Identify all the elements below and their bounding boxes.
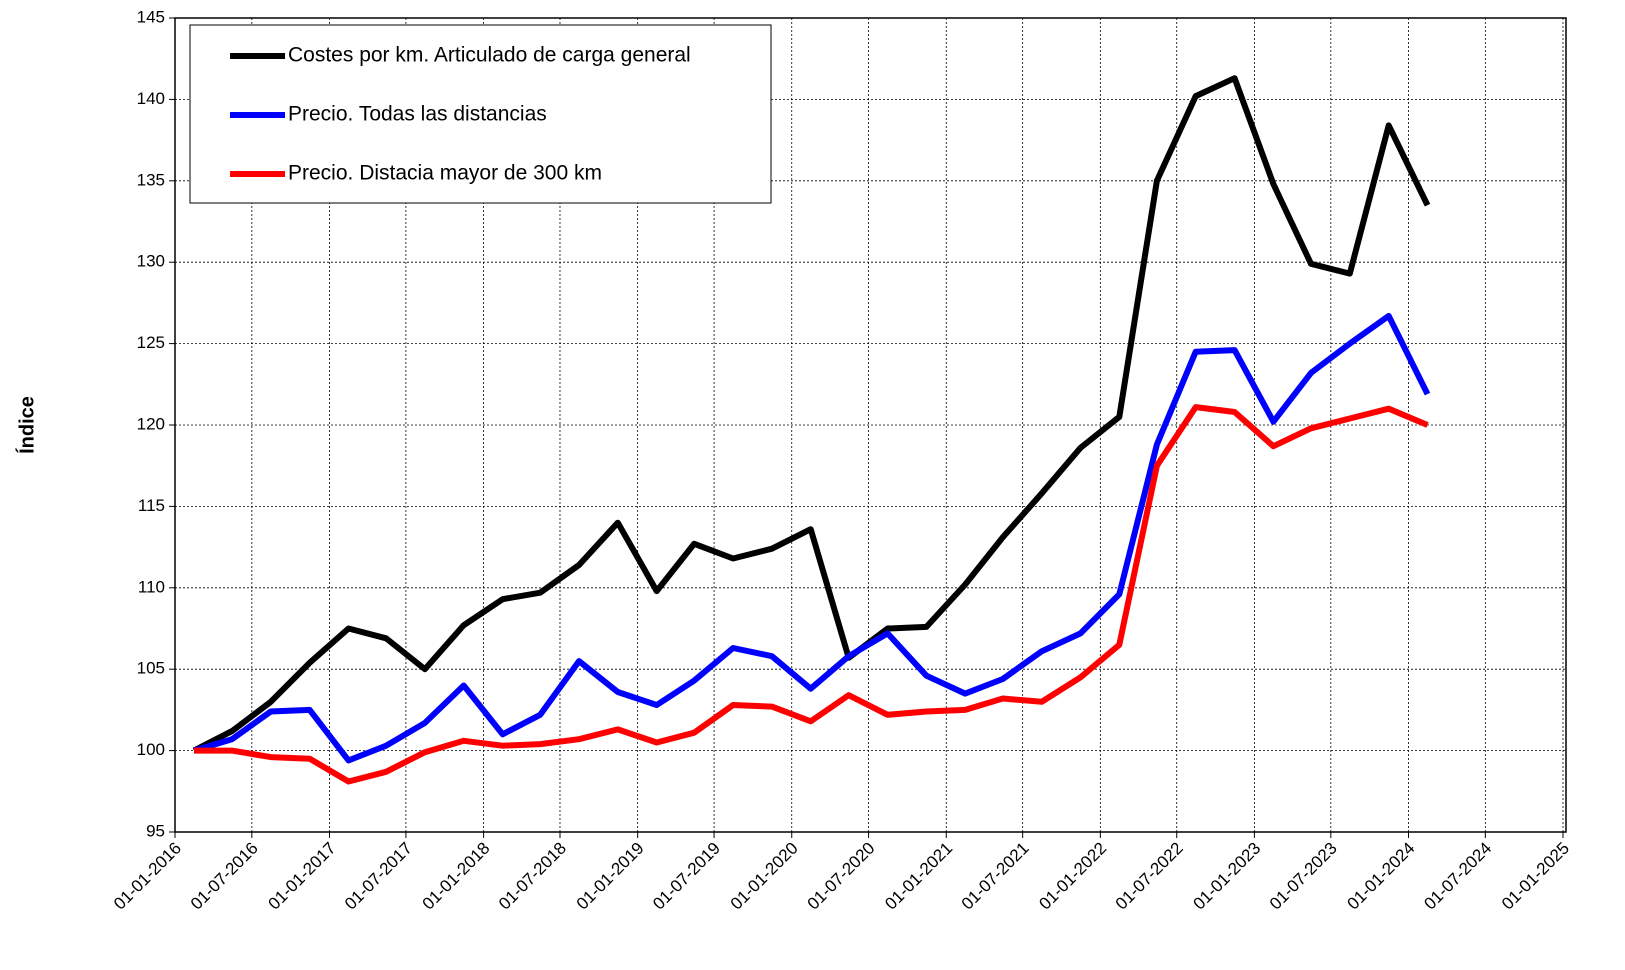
x-tick-label: 01-01-2022 — [1035, 839, 1110, 914]
legend-box — [189, 24, 772, 204]
y-tick-label: 145 — [137, 7, 165, 26]
legend-label: Costes por km. Articulado de carga gener… — [288, 44, 691, 67]
y-tick-label: 140 — [137, 89, 165, 108]
x-tick-label: 01-01-2019 — [573, 839, 648, 914]
legend-label: Precio. Distacia mayor de 300 km — [288, 162, 602, 185]
x-tick-label: 01-01-2021 — [881, 839, 956, 914]
y-axis-label: Índice — [15, 396, 38, 454]
x-tick-label: 01-01-2020 — [727, 839, 802, 914]
x-tick-label: 01-07-2017 — [341, 839, 416, 914]
x-tick-label: 01-07-2022 — [1112, 839, 1187, 914]
x-tick-label: 01-01-2023 — [1189, 839, 1264, 914]
legend-label: Precio. Todas las distancias — [288, 103, 547, 126]
x-tick-label: 01-01-2016 — [110, 839, 185, 914]
series-line — [192, 75, 1431, 754]
x-tick-label: 01-07-2023 — [1266, 839, 1341, 914]
y-tick-label: 130 — [137, 252, 165, 271]
x-tick-label: 01-01-2024 — [1344, 839, 1419, 914]
x-tick-label: 01-01-2025 — [1498, 839, 1573, 914]
x-tick-label: 01-07-2018 — [495, 839, 570, 914]
plot-frame — [174, 17, 1567, 833]
x-tick-label: 01-07-2024 — [1420, 839, 1495, 914]
x-tick-label: 01-07-2016 — [187, 839, 262, 914]
y-tick-label: 110 — [138, 577, 165, 596]
y-tick-label: 120 — [137, 414, 165, 433]
y-tick-label: 95 — [146, 821, 165, 840]
y-tick-label: 100 — [137, 740, 165, 759]
series-line — [194, 404, 1429, 785]
x-tick-label: 01-07-2021 — [958, 839, 1033, 914]
x-tick-label: 01-07-2020 — [804, 839, 879, 914]
series-line — [193, 312, 1431, 764]
y-tick-label: 125 — [137, 333, 165, 352]
y-tick-label: 105 — [137, 659, 165, 678]
x-tick-label: 01-07-2019 — [649, 839, 724, 914]
x-tick-label: 01-01-2018 — [419, 839, 494, 914]
y-tick-label: 115 — [138, 496, 165, 515]
x-tick-label: 01-01-2017 — [265, 839, 340, 914]
y-tick-label: 135 — [137, 170, 165, 189]
